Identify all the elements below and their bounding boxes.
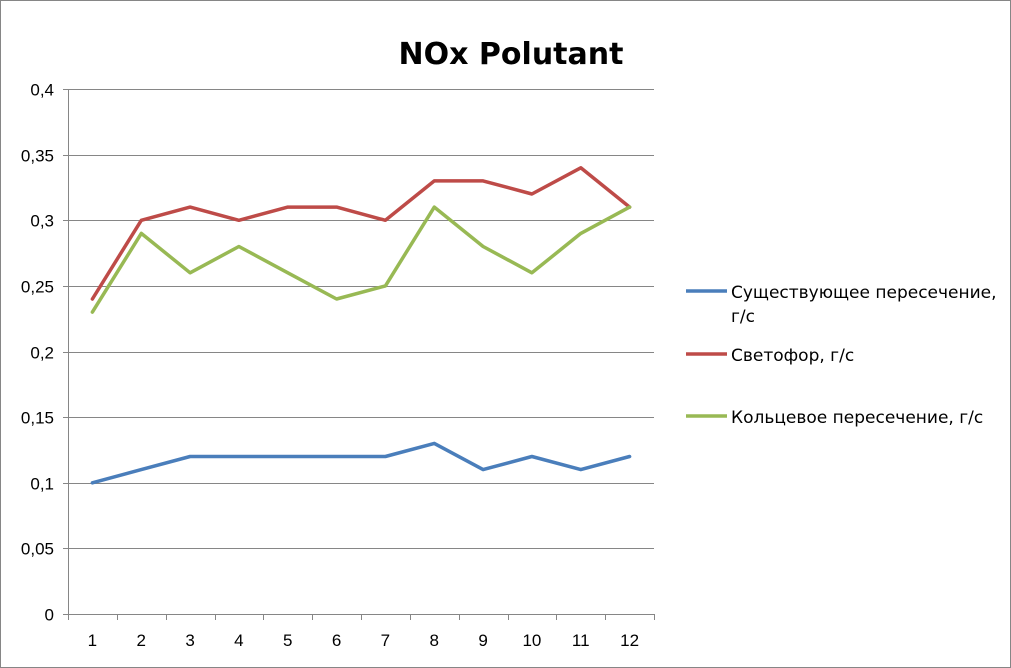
y-tick-label: 0,05: [21, 540, 54, 559]
series-line-1: [90, 441, 632, 485]
series-line-2: [90, 166, 632, 301]
x-tick-label: 12: [620, 631, 639, 650]
legend-label-2: Светофор, г/с: [731, 346, 854, 366]
x-tick-label: 3: [185, 631, 194, 650]
x-tick-label: 11: [572, 631, 590, 650]
legend-label-3: Кольцевое пересечение, г/с: [731, 408, 983, 428]
y-tick-label: 0,3: [30, 212, 54, 231]
y-tick-label: 0,25: [21, 278, 54, 297]
x-tick-label: 6: [332, 631, 341, 650]
y-tick-label: 0,2: [30, 344, 54, 363]
x-tick-label: 7: [381, 631, 390, 650]
legend: Существующее пересечение, г/с Светофор, г/…: [686, 283, 997, 428]
x-axis-tick-labels: 1 2 3 4 5 6 7 8 9 10 11 12: [88, 631, 639, 650]
y-tick-label: 0,35: [21, 147, 54, 166]
x-tick-label: 8: [430, 631, 439, 650]
y-tick-label: 0: [45, 606, 54, 625]
series-line-3: [90, 205, 632, 314]
gridlines: [68, 89, 654, 549]
x-tick-label: 1: [88, 631, 97, 650]
y-axis-tick-labels: 0 0,05 0,1 0,15 0,2 0,25 0,3 0,35 0,4: [21, 81, 54, 625]
x-tick-label: 4: [234, 631, 243, 650]
x-tick-label: 9: [478, 631, 487, 650]
y-tick-label: 0,4: [30, 81, 54, 100]
y-tick-label: 0,1: [30, 475, 54, 494]
axes: [63, 89, 655, 620]
y-tick-label: 0,15: [21, 409, 54, 428]
legend-label-1: Существующее пересечение,: [731, 283, 997, 303]
series-lines: [90, 166, 632, 485]
x-tick-label: 2: [137, 631, 146, 650]
x-tick-label: 5: [283, 631, 292, 650]
x-tick-label: 10: [522, 631, 541, 650]
chart-title: NOx Polutant: [399, 37, 624, 72]
legend-label-1: г/с: [731, 307, 755, 327]
